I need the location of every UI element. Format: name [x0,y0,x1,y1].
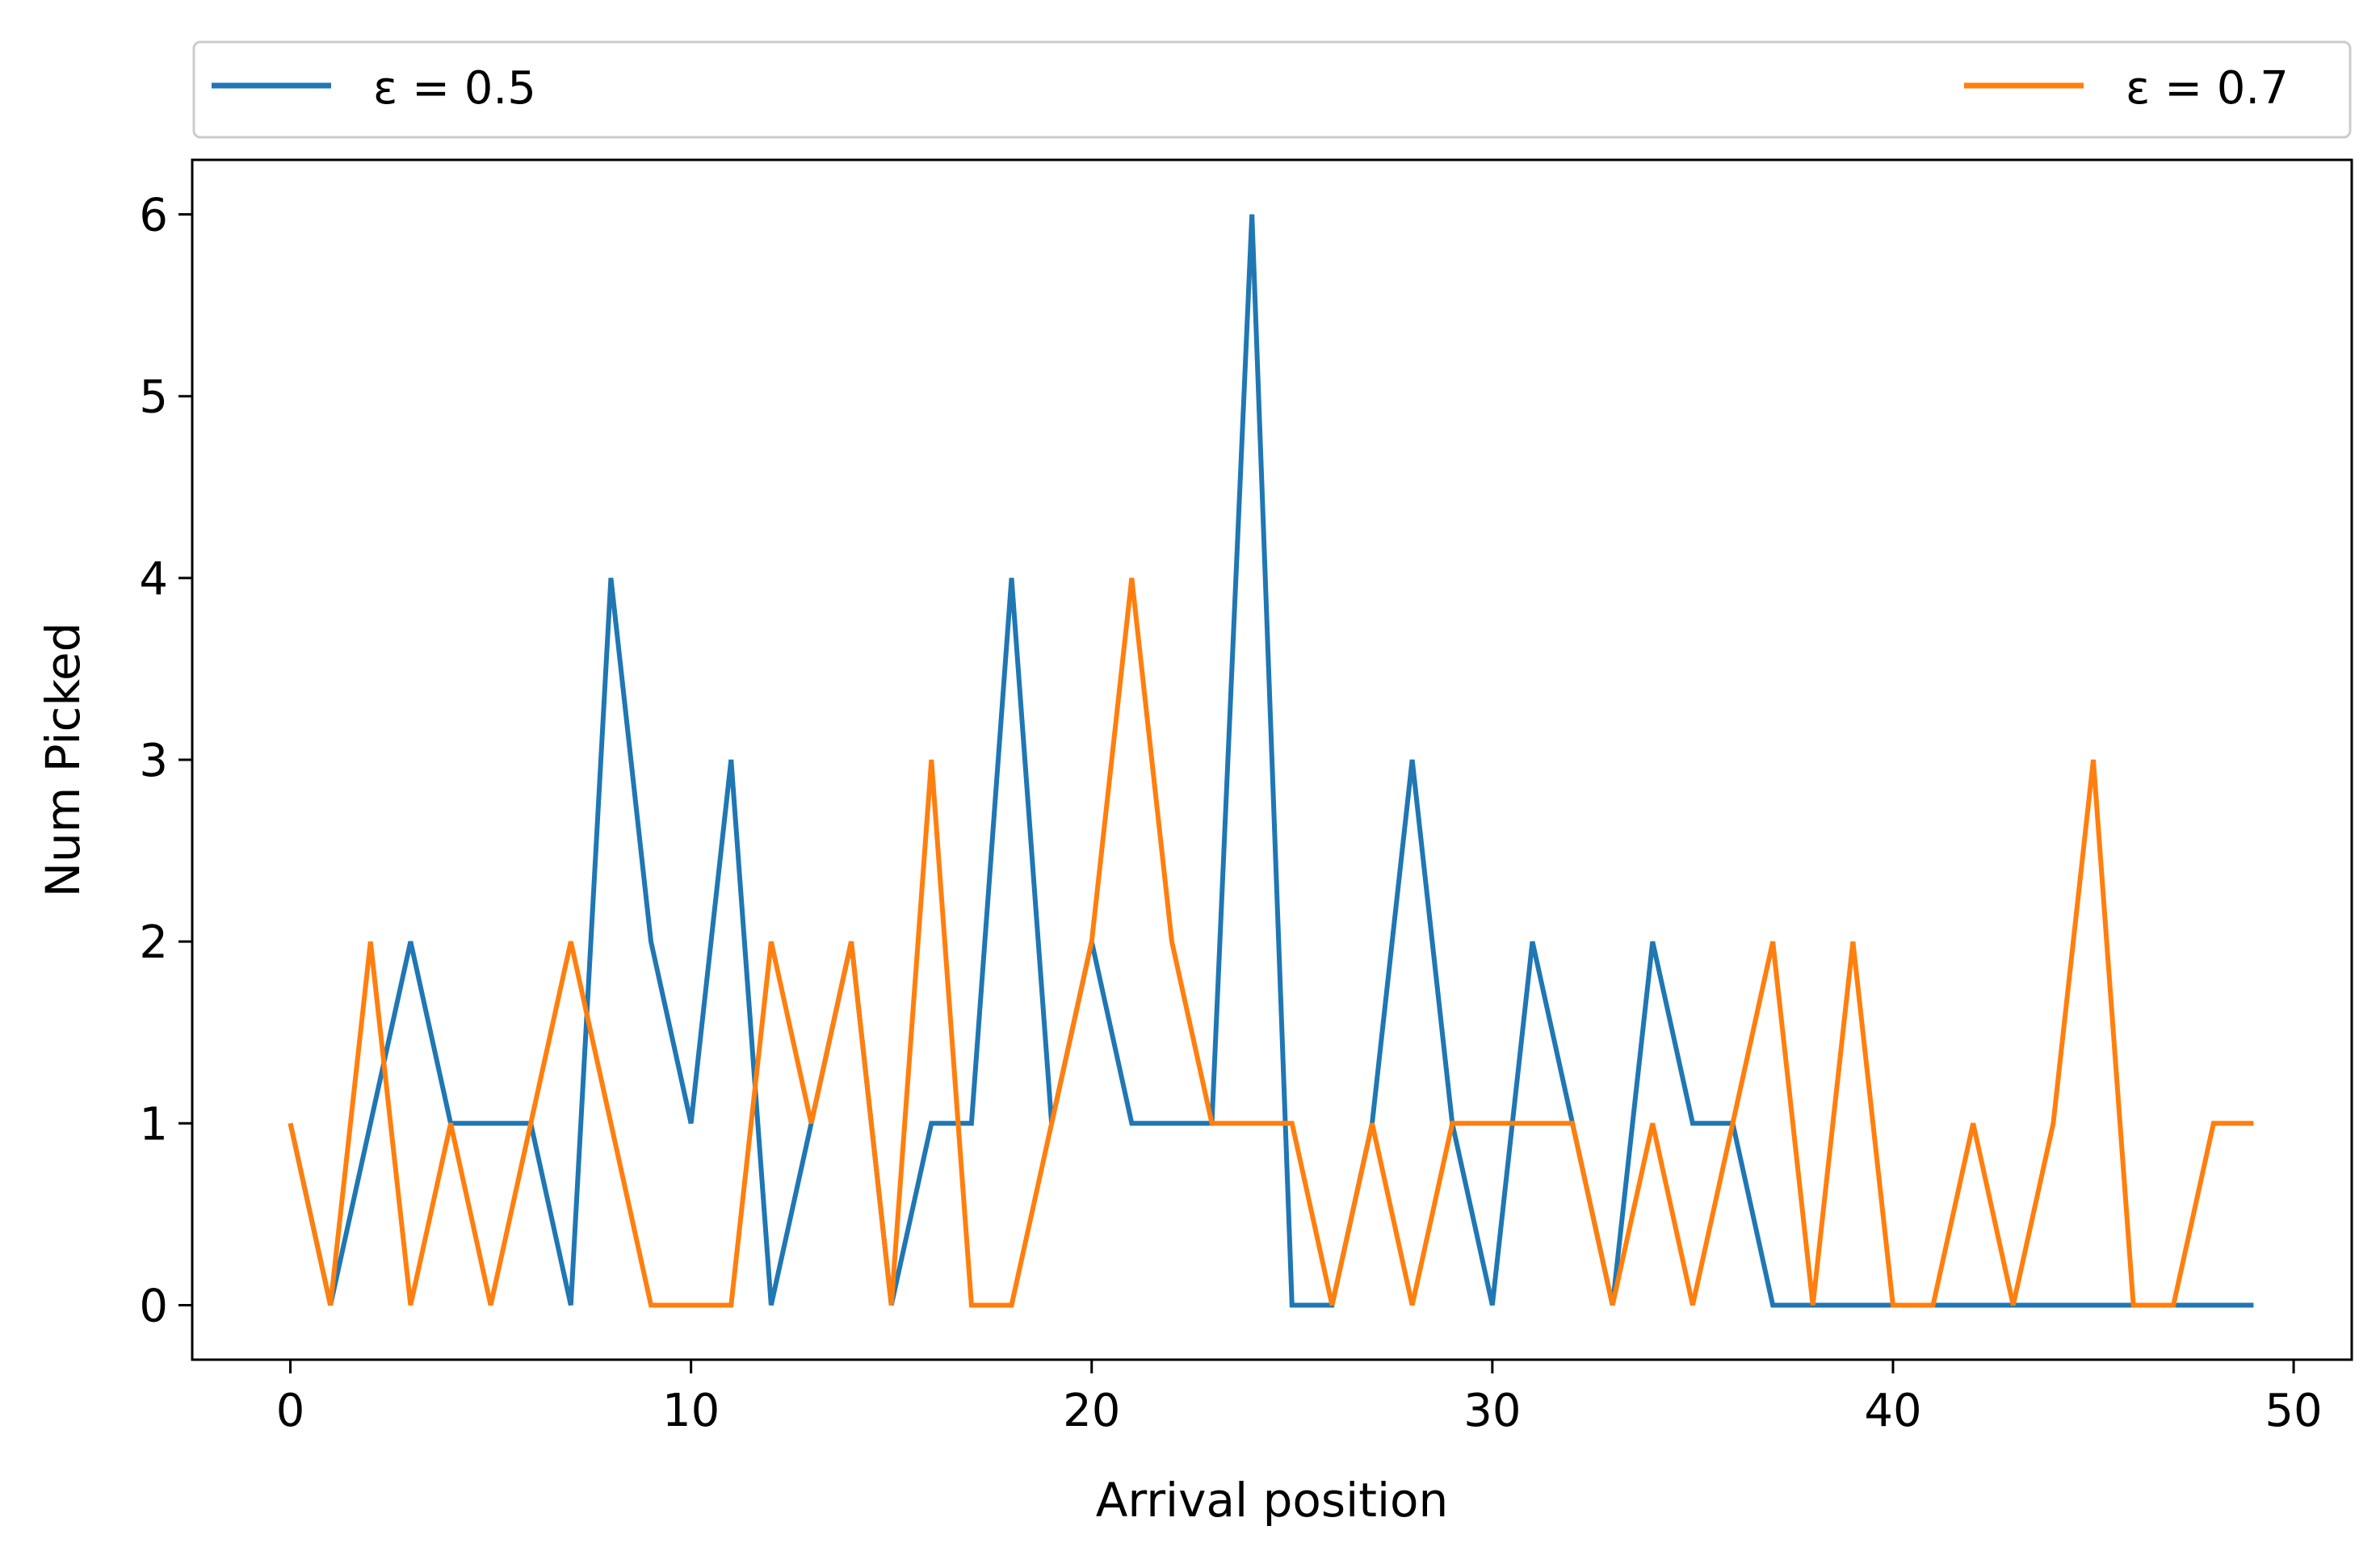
x-tick-label: 10 [662,1385,720,1437]
legend-label-series-1: ε = 0.5 [373,62,536,115]
x-tick-label: 0 [276,1385,305,1437]
y-axis-ticks: 0 1 2 3 4 5 6 [139,190,192,1332]
legend: ε = 0.5 ε = 0.7 [192,40,2352,139]
series-line-2 [288,577,2254,1308]
y-tick-label: 4 [139,553,168,606]
legend-frame [192,40,2352,139]
y-tick-label: 5 [139,371,168,424]
x-tick-label: 50 [2265,1385,2322,1437]
x-tick-label: 30 [1463,1385,1521,1437]
y-axis-label: Num Picked [36,623,90,898]
y-tick-label: 0 [139,1280,168,1332]
x-tick-label: 40 [1864,1385,1921,1437]
y-tick-label: 2 [139,916,168,969]
legend-label-series-2: ε = 0.7 [2126,62,2289,115]
series-layer [288,214,2254,1308]
y-tick-label: 3 [139,735,168,787]
y-tick-label: 6 [139,190,168,242]
x-axis-ticks: 0 10 20 30 40 50 [276,1360,2323,1437]
x-axis-label: Arrival position [1096,1473,1449,1528]
y-tick-label: 1 [139,1098,168,1151]
series-line-1 [288,214,2254,1308]
x-tick-label: 20 [1063,1385,1120,1437]
